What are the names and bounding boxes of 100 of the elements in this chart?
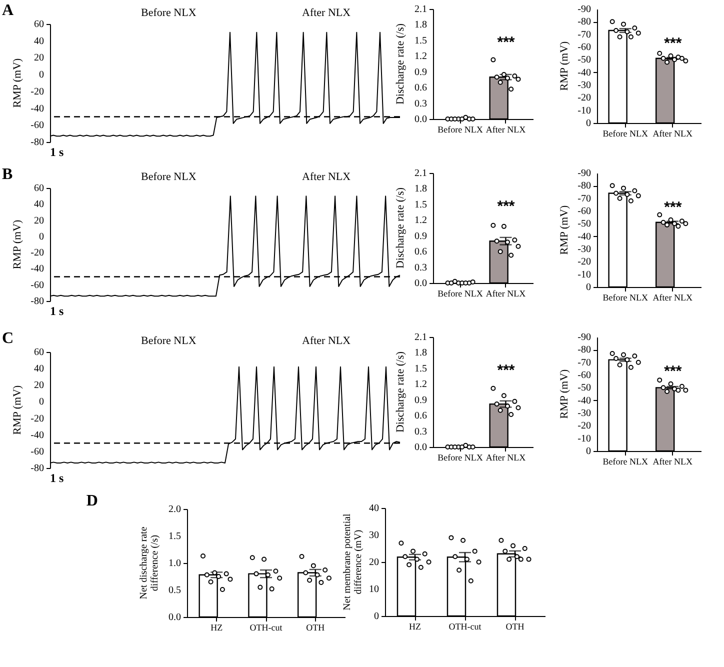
y-tick-label: -80 [30, 296, 44, 307]
x-tick-label: After NLX [486, 124, 526, 134]
annotation: *** [664, 199, 682, 216]
text: C [2, 330, 14, 347]
text: Before NLX [141, 7, 196, 19]
annotation: *** [497, 34, 515, 51]
y-tick-label: 2.1 [414, 4, 427, 15]
y-tick-label: 20 [34, 380, 44, 392]
x-tick-label: Before NLX [438, 124, 484, 134]
y-tick-label: -80 [578, 344, 591, 356]
y-tick-label: 0.0 [168, 612, 181, 623]
y-tick-label: 1.2 [414, 51, 427, 62]
annotation: *** [497, 362, 515, 379]
y-tick-label: -50 [578, 382, 591, 394]
y-axis-title: RMP (mV) [558, 368, 570, 419]
y-tick-label: -60 [578, 206, 591, 217]
y-tick-label: 1.0 [168, 558, 181, 569]
y-tick-label: 40 [34, 199, 44, 210]
text: After NLX [302, 171, 351, 183]
y-tick-label: -30 [578, 408, 591, 419]
x-tick-label: OTH [306, 622, 326, 632]
y-tick-label: -80 [578, 16, 591, 28]
y-tick-label: 0.6 [414, 246, 427, 258]
y-tick-label: -10 [578, 105, 591, 116]
y-tick-label: 0.9 [414, 230, 427, 242]
y-axis-title: RMP (mV) [12, 58, 24, 108]
y-tick-label: -60 [578, 42, 591, 53]
y-tick-label: 1.5 [414, 35, 427, 46]
y-tick-label: -10 [578, 269, 591, 280]
y-tick-label: -20 [578, 256, 591, 268]
y-tick-label: -50 [578, 218, 591, 230]
y-axis-title: RMP (mV) [558, 204, 570, 255]
y-tick-label: 1.2 [414, 379, 427, 390]
x-tick-label: OTH-cut [250, 622, 283, 632]
x-tick-label: Before NLX [438, 452, 484, 462]
text: Before NLX [141, 335, 196, 347]
y-tick-label: -80 [578, 180, 591, 192]
y-tick-label: 1.8 [414, 184, 427, 195]
y-tick-label: 1.5 [414, 199, 427, 210]
text: 1 s [50, 304, 64, 318]
x-tick-label: OTH-cut [448, 622, 482, 632]
y-tick-label: 0 [39, 396, 44, 408]
y-tick-label: -20 [30, 413, 44, 424]
y-axis-title: Net membrane potential difference (mV) [342, 513, 364, 610]
y-tick-label: 1.5 [168, 531, 181, 542]
y-tick-label: 0.3 [414, 426, 427, 438]
y-tick-label: 0.9 [414, 394, 427, 406]
y-tick-label: 1.5 [414, 363, 427, 374]
y-tick-label: 1.2 [414, 215, 427, 226]
y-tick-label: 40 [34, 364, 44, 375]
x-tick-label: After NLX [652, 128, 693, 138]
y-tick-label: 60 [34, 183, 44, 194]
y-axis-title: Net discharge rate difference (/s) [138, 526, 160, 600]
y-tick-label: 0 [586, 282, 591, 293]
y-tick-label: 60 [34, 347, 44, 358]
y-tick-label: 0 [374, 611, 379, 622]
y-tick-label: 10 [369, 584, 379, 595]
y-axis-title: Discharge rate (/s) [394, 187, 406, 269]
y-tick-label: -10 [578, 433, 591, 444]
y-axis-title: Discharge rate (/s) [394, 351, 406, 433]
y-tick-label: -20 [578, 92, 591, 104]
y-tick-label: 0 [39, 231, 44, 242]
y-tick-label: -50 [578, 54, 591, 66]
text: D [86, 492, 98, 510]
y-tick-label: 20 [34, 215, 44, 226]
x-tick-label: Before NLX [602, 292, 648, 302]
y-tick-label: -90 [578, 4, 591, 15]
x-tick-label: OTH [506, 622, 525, 632]
y-tick-label: 0.0 [414, 278, 427, 289]
y-tick-label: 0.3 [414, 98, 427, 110]
y-tick-label: 0.3 [414, 262, 427, 274]
y-tick-label: 1.8 [414, 20, 427, 31]
y-tick-label: 60 [34, 19, 44, 30]
y-tick-label: -40 [30, 430, 44, 441]
y-tick-label: -70 [578, 29, 591, 40]
x-tick-label: Before NLX [602, 128, 648, 138]
y-tick-label: -40 [578, 67, 591, 78]
y-tick-label: 2.0 [168, 504, 181, 515]
y-tick-label: -40 [30, 103, 44, 114]
y-tick-label: -60 [578, 370, 591, 381]
y-tick-label: 40 [369, 503, 379, 514]
y-tick-label: 20 [34, 52, 44, 64]
y-tick-label: -20 [30, 86, 44, 98]
y-axis-title: RMP (mV) [12, 384, 24, 435]
text: After NLX [302, 335, 351, 347]
y-tick-label: 0 [586, 446, 591, 457]
text: A [2, 2, 14, 19]
x-tick-label: After NLX [652, 292, 693, 302]
y-tick-label: 0.9 [414, 66, 427, 78]
y-tick-label: 2.1 [414, 332, 427, 343]
text: After NLX [302, 7, 351, 19]
annotation: *** [497, 198, 515, 215]
y-tick-label: -90 [578, 168, 591, 179]
y-tick-label: 0.5 [168, 585, 181, 596]
annotation: *** [664, 363, 682, 380]
y-tick-label: 0.6 [414, 410, 427, 422]
y-tick-label: 0 [586, 118, 591, 129]
text: 1 s [50, 471, 64, 485]
text: Before NLX [141, 171, 196, 183]
y-axis-title: RMP (mV) [558, 40, 570, 91]
